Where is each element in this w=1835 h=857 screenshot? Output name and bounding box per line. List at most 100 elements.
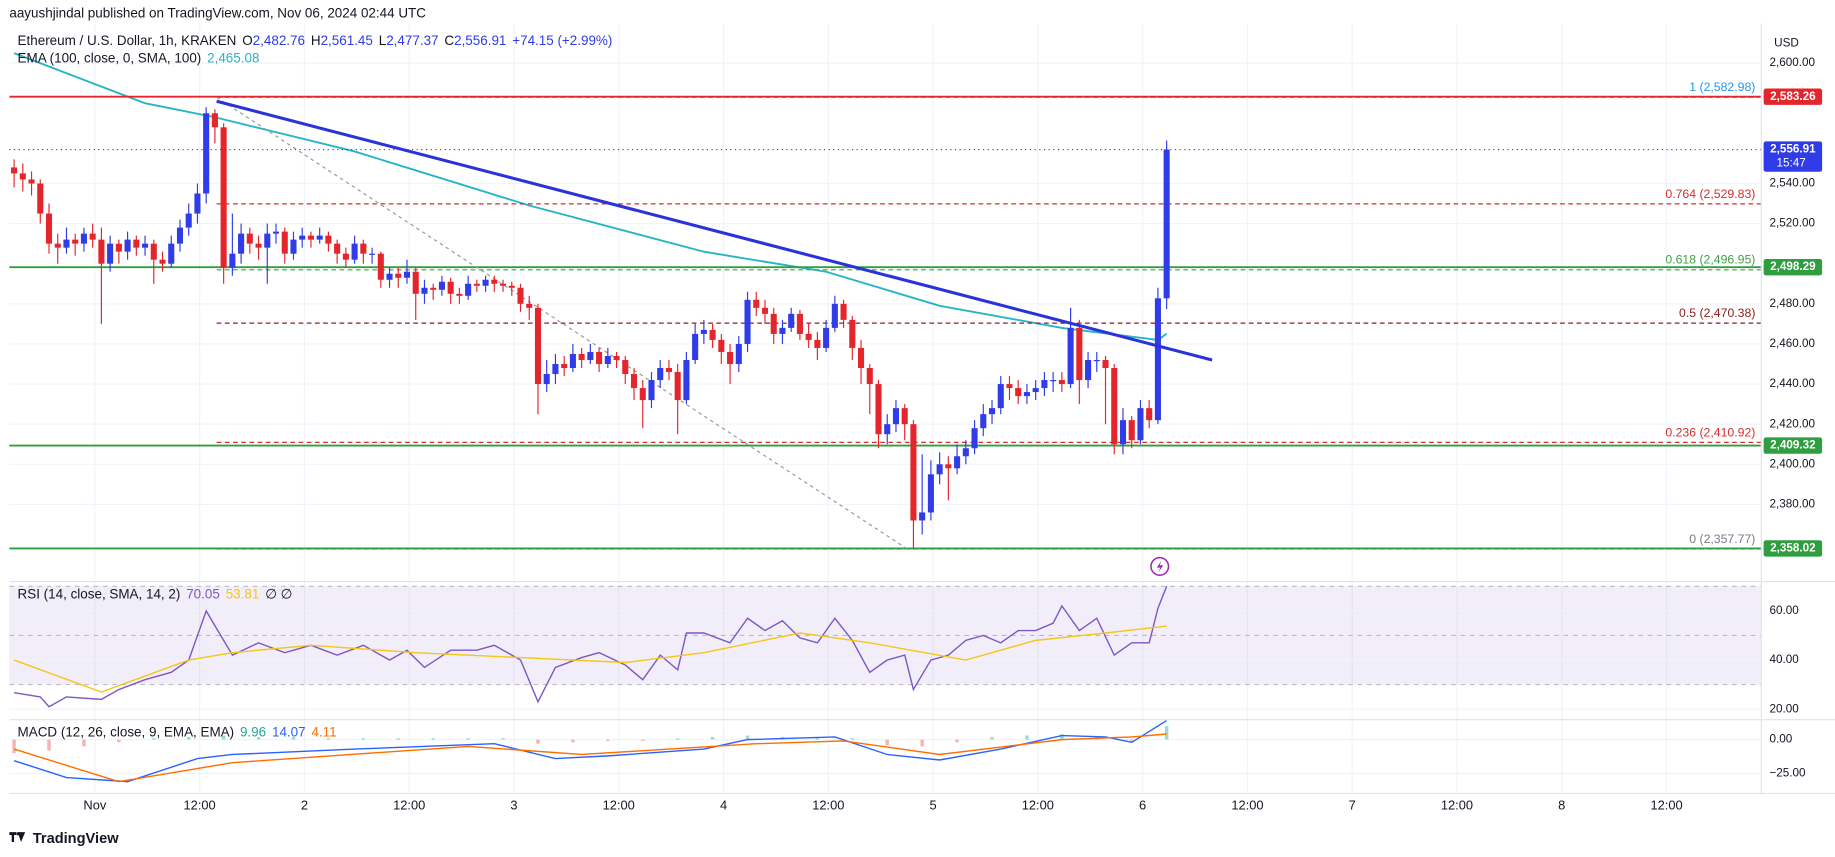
level-label-box [1763,437,1823,454]
candle-body [936,464,943,475]
candle-body [150,243,157,260]
histogram-bar [815,736,820,740]
candle-body [255,243,262,248]
candle-body [37,183,44,214]
candle-body [1032,388,1039,393]
candle-body [465,283,472,296]
candle-body [596,351,603,364]
x-tick-label: Nov [83,798,106,813]
candle-body [89,233,96,240]
histogram-bar [1025,735,1029,740]
last-price-box [1763,141,1823,172]
y-tick-label: 2,400.00 [1769,457,1815,470]
candle-body [630,374,638,389]
x-tick-label: 12:00 [1022,798,1054,813]
candle-body [1111,368,1118,445]
candle-body [980,414,987,429]
candle-body [927,474,934,513]
candle-body [508,285,515,288]
histogram-bar [256,736,261,740]
ohlc-value: 2,477.37 [386,33,438,48]
candle-body [988,408,996,415]
histogram-bar [675,738,680,740]
candle-body [866,368,873,385]
histogram-bar [885,739,889,746]
candle-body [604,355,611,364]
candle-body [491,279,498,284]
histogram-bar [501,738,505,740]
histogram-bar [431,738,435,740]
candle-body [203,113,210,194]
candle-body [19,173,26,180]
candle-body [351,243,358,260]
candle-body [1119,420,1127,445]
candle-body [919,512,926,521]
histogram-bar [466,738,470,740]
fib-label: 0.236 (2,410.92) [1665,425,1755,439]
candle-body [1006,384,1013,389]
ohlc-key: H [311,33,321,48]
rsi-value: 70.05 [186,586,220,601]
candle-body [910,424,917,521]
candle-body [578,353,585,360]
candle-body [875,384,882,435]
rsi-ma-value: 53.81 [226,586,260,601]
candle-body [718,339,725,352]
candle-body [307,235,314,240]
x-tick-label: 5 [930,798,937,813]
candle-body [403,271,411,278]
histogram-bar [955,739,959,743]
y-tick-label: 2,420.00 [1769,417,1815,430]
macd-name: MACD (12, 26, close, 9, EMA, EMA) [18,724,235,739]
candle-body [543,374,550,385]
level-label-box [1763,258,1823,276]
histogram-bar [396,738,401,740]
candle-body [360,243,367,254]
candle-body [665,368,672,373]
grid [9,23,1762,794]
y-tick-label: 60.00 [1769,604,1799,617]
logo [9,832,26,843]
last-price-label: 2,556.91 [1770,143,1816,156]
candle-body [421,287,428,294]
ohlc-key: L [379,33,387,48]
x-tick-label: 8 [1558,798,1565,813]
candle-body [438,281,445,290]
candle-body [316,235,323,240]
candle-body [744,299,751,344]
trend-line [216,99,1213,362]
hist-value: 9.96 [240,724,266,739]
candle-body [1085,359,1092,381]
candle-body [569,353,576,369]
candle-body [805,333,812,340]
candle-body [377,253,384,280]
y-tick-label: 2,440.00 [1769,377,1815,390]
candle-body [735,343,742,364]
histogram-bar [326,738,331,740]
x-tick-label: 12:00 [1231,798,1263,813]
candle-body [587,351,594,360]
y-tick-label: 2,600.00 [1769,56,1815,69]
candle-body [709,329,716,340]
candle-body [133,239,140,248]
x-tick-label: 3 [510,798,517,813]
plot: 1 (2,582.98) 0.764 (2,529.83) 0.618 (2,496… [9,52,1762,783]
ohlc-value: 2,556.91 [454,33,506,48]
level-label: 2,358.02 [1770,542,1816,555]
indicator-line [13,585,1168,708]
candle-body [168,243,175,264]
candle-body [884,424,891,435]
axis: Nov 12:00 2 12:00 3 12:00 4 12:00 5 12:00 6 12:00 7 1… [9,23,1835,813]
candle-body [299,235,306,240]
candle-body [796,313,803,334]
fib-label: 1 (2,582.98) [1689,80,1755,94]
ema-name: EMA (100, close, 0, SMA, 100) [18,50,202,65]
histogram-bar [12,739,16,754]
x-tick-label: 12:00 [603,798,635,813]
indicator-line [13,625,1167,693]
level-label: 2,409.32 [1770,439,1816,452]
histogram-bar [221,735,226,740]
fib-label: 0 (2,357.77) [1689,532,1755,546]
candle-body [63,239,70,248]
